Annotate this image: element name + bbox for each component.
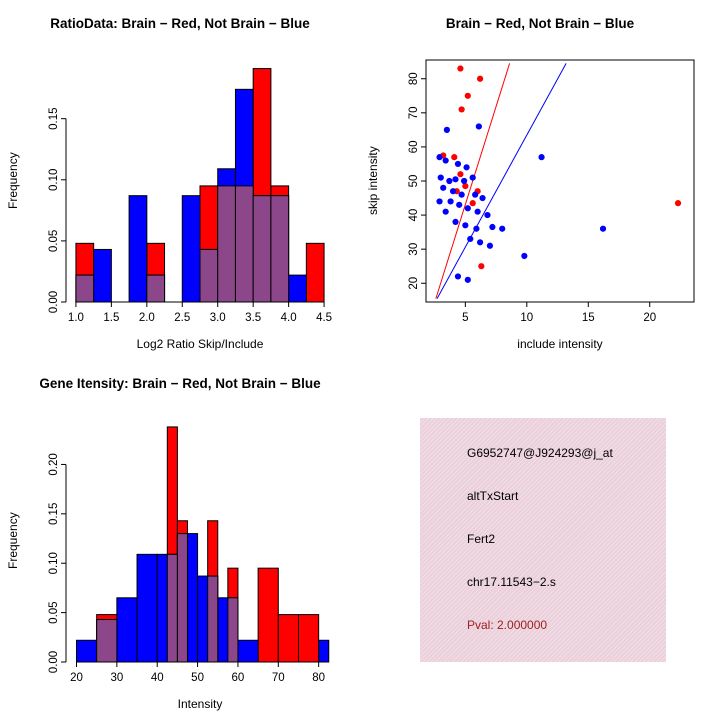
svg-text:60: 60 bbox=[408, 141, 420, 154]
svg-text:60: 60 bbox=[232, 672, 245, 684]
svg-text:40: 40 bbox=[408, 209, 420, 222]
svg-text:70: 70 bbox=[408, 106, 420, 119]
svg-text:3.5: 3.5 bbox=[245, 312, 261, 324]
svg-text:0.00: 0.00 bbox=[48, 651, 60, 673]
svg-text:0.05: 0.05 bbox=[48, 601, 60, 623]
svg-text:0.15: 0.15 bbox=[48, 503, 60, 525]
gene-info-box: G6952747@J924293@j_at altTxStart Fert2 c… bbox=[420, 418, 666, 662]
svg-text:5: 5 bbox=[462, 312, 468, 324]
svg-text:10: 10 bbox=[520, 312, 533, 324]
scatter-x-axis-label: include intensity bbox=[517, 337, 603, 351]
svg-text:2.5: 2.5 bbox=[174, 312, 190, 324]
svg-text:0.05: 0.05 bbox=[48, 230, 60, 252]
panel-ratio-histogram: RatioData: Brain − Red, Not Brain − Blue… bbox=[0, 0, 360, 360]
svg-text:1.0: 1.0 bbox=[68, 312, 84, 324]
panel-gene-intensity-histogram: Gene Itensity: Brain − Red, Not Brain − … bbox=[0, 360, 360, 720]
svg-text:4.5: 4.5 bbox=[316, 312, 332, 324]
svg-text:80: 80 bbox=[408, 72, 420, 85]
gene-intensity-histogram-plot: 20 30 40 50 60 70 80 0.00 0.05 0.10 0.15 0.20 bbox=[48, 426, 330, 684]
svg-text:30: 30 bbox=[110, 672, 123, 684]
ratio-histogram-plot: 1.0 1.5 2.0 2.5 3.0 3.5 4.0 4.5 0.00 0.05 0.10 0.15 bbox=[48, 68, 332, 324]
info-line-probe-id: G6952747@J924293@j_at bbox=[467, 446, 613, 460]
gene-intensity-x-axis-label: Intensity bbox=[177, 697, 223, 711]
info-line-locus: chr17.11543−2.s bbox=[467, 575, 556, 589]
svg-text:0.15: 0.15 bbox=[48, 107, 60, 129]
ratio-histogram-x-axis-label: Log2 Ratio Skip/Include bbox=[136, 337, 264, 351]
svg-text:40: 40 bbox=[151, 672, 164, 684]
svg-text:50: 50 bbox=[191, 672, 204, 684]
svg-text:4.0: 4.0 bbox=[281, 312, 297, 324]
ratio-histogram-title: RatioData: Brain − Red, Not Brain − Blue bbox=[50, 16, 310, 31]
scatter-title: Brain − Red, Not Brain − Blue bbox=[445, 16, 635, 31]
intensity-scatter-plot: 5 10 15 20 20 30 40 50 60 70 80 bbox=[408, 59, 695, 324]
ratio-histogram-y-axis-label: Frequency bbox=[6, 152, 20, 210]
svg-text:20: 20 bbox=[408, 277, 420, 290]
svg-text:0.10: 0.10 bbox=[48, 169, 60, 191]
svg-text:2.0: 2.0 bbox=[139, 312, 155, 324]
info-line-gene-name: Fert2 bbox=[467, 532, 496, 546]
info-line-pval: Pval: 2.000000 bbox=[467, 618, 548, 632]
gene-intensity-title: Gene Itensity: Brain − Red, Not Brain − … bbox=[39, 376, 321, 391]
svg-text:0.00: 0.00 bbox=[48, 291, 60, 313]
info-line-event-type: altTxStart bbox=[467, 489, 519, 503]
svg-text:30: 30 bbox=[408, 243, 420, 256]
svg-text:0.20: 0.20 bbox=[48, 453, 60, 475]
panel-intensity-scatter: Brain − Red, Not Brain − Blue 5 10 15 20 20 3… bbox=[360, 0, 720, 360]
panel-info: G6952747@J924293@j_at altTxStart Fert2 c… bbox=[360, 360, 720, 720]
svg-text:80: 80 bbox=[312, 672, 325, 684]
gene-intensity-y-axis-label: Frequency bbox=[6, 512, 20, 570]
svg-text:3.0: 3.0 bbox=[210, 312, 226, 324]
svg-text:0.10: 0.10 bbox=[48, 552, 60, 574]
svg-text:15: 15 bbox=[582, 312, 595, 324]
scatter-y-axis-label: skip intensity bbox=[366, 146, 380, 216]
svg-text:20: 20 bbox=[643, 312, 656, 324]
svg-text:70: 70 bbox=[272, 672, 285, 684]
svg-text:20: 20 bbox=[70, 672, 83, 684]
svg-text:50: 50 bbox=[408, 175, 420, 188]
svg-text:1.5: 1.5 bbox=[103, 312, 119, 324]
